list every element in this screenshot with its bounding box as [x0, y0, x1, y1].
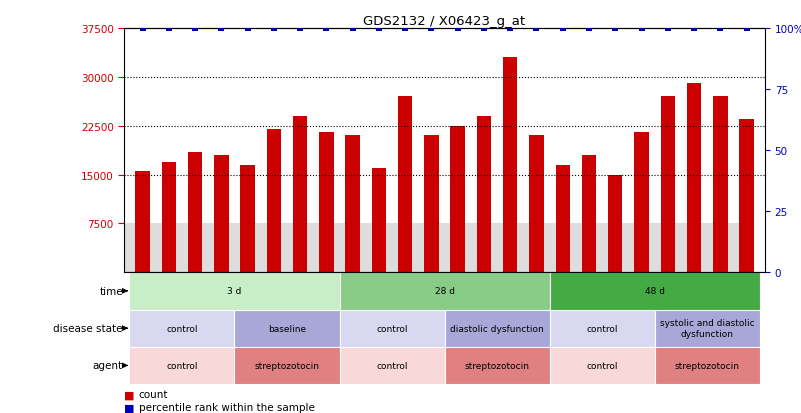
Bar: [345, 136, 360, 273]
Bar: [608, 175, 622, 273]
Bar: [477, 116, 491, 273]
Bar: [582, 156, 596, 273]
Text: control: control: [376, 324, 408, 333]
Bar: [529, 136, 544, 273]
Bar: [654, 347, 759, 384]
Text: control: control: [166, 324, 198, 333]
Bar: [503, 58, 517, 273]
Text: streptozotocin: streptozotocin: [255, 361, 320, 370]
Point: [294, 26, 307, 32]
Point: [372, 26, 385, 32]
Bar: [713, 97, 727, 273]
Point: [451, 26, 464, 32]
Bar: [319, 133, 333, 273]
Point: [477, 26, 490, 32]
Bar: [340, 310, 445, 347]
Bar: [372, 169, 386, 273]
Bar: [130, 273, 340, 310]
Text: control: control: [586, 361, 618, 370]
Bar: [686, 84, 701, 273]
Point: [662, 26, 674, 32]
Bar: [188, 152, 203, 273]
Text: systolic and diastolic
dysfunction: systolic and diastolic dysfunction: [660, 319, 755, 338]
Bar: [340, 347, 445, 384]
Bar: [445, 310, 549, 347]
Text: control: control: [376, 361, 408, 370]
Bar: [425, 136, 439, 273]
Point: [268, 26, 280, 32]
Bar: [661, 97, 675, 273]
Text: disease state: disease state: [54, 323, 123, 333]
Point: [582, 26, 595, 32]
Text: 28 d: 28 d: [435, 287, 454, 296]
Point: [136, 26, 149, 32]
Point: [241, 26, 254, 32]
Text: agent: agent: [93, 361, 123, 370]
Point: [557, 26, 570, 32]
Bar: [739, 120, 754, 273]
Point: [687, 26, 700, 32]
Bar: [450, 126, 465, 273]
Bar: [214, 156, 228, 273]
Point: [740, 26, 753, 32]
Bar: [654, 310, 759, 347]
Bar: [235, 347, 340, 384]
Point: [714, 26, 727, 32]
Point: [189, 26, 202, 32]
Bar: [549, 347, 654, 384]
Bar: [556, 165, 570, 273]
Point: [609, 26, 622, 32]
Point: [530, 26, 543, 32]
Bar: [398, 97, 413, 273]
Bar: [340, 273, 549, 310]
Point: [320, 26, 332, 32]
Text: ■: ■: [124, 389, 138, 399]
Bar: [235, 310, 340, 347]
Bar: [240, 165, 255, 273]
Text: streptozotocin: streptozotocin: [674, 361, 739, 370]
Text: streptozotocin: streptozotocin: [465, 361, 529, 370]
Text: 48 d: 48 d: [645, 287, 665, 296]
Text: diastolic dysfunction: diastolic dysfunction: [450, 324, 544, 333]
Bar: [130, 347, 235, 384]
Title: GDS2132 / X06423_g_at: GDS2132 / X06423_g_at: [364, 15, 525, 28]
Bar: [445, 347, 549, 384]
Text: baseline: baseline: [268, 324, 306, 333]
Bar: [549, 310, 654, 347]
Text: control: control: [586, 324, 618, 333]
Bar: [293, 116, 308, 273]
Bar: [130, 310, 235, 347]
Bar: [634, 133, 649, 273]
Point: [346, 26, 359, 32]
Text: control: control: [166, 361, 198, 370]
Point: [215, 26, 227, 32]
Point: [635, 26, 648, 32]
Point: [425, 26, 438, 32]
Point: [163, 26, 175, 32]
Point: [504, 26, 517, 32]
Bar: [162, 162, 176, 273]
Bar: [135, 172, 150, 273]
Text: percentile rank within the sample: percentile rank within the sample: [139, 402, 315, 412]
Bar: [124, 224, 755, 273]
Text: count: count: [139, 389, 168, 399]
Text: ■: ■: [124, 402, 138, 412]
Text: time: time: [99, 286, 123, 296]
Bar: [267, 130, 281, 273]
Point: [399, 26, 412, 32]
Text: 3 d: 3 d: [227, 287, 242, 296]
Bar: [549, 273, 759, 310]
